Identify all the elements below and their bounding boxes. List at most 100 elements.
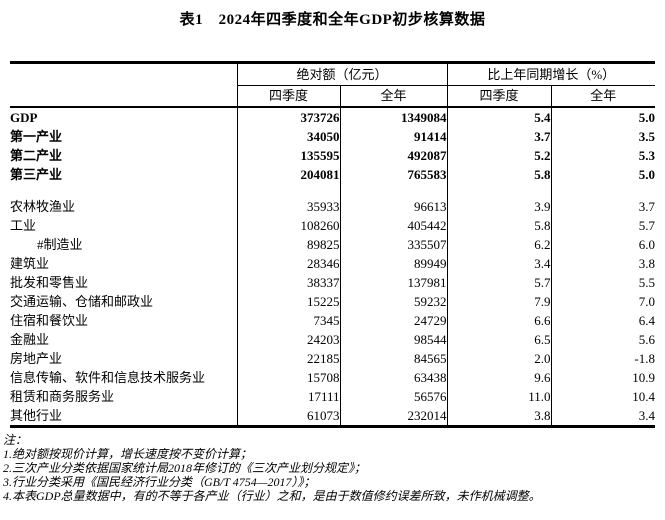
subheader-growth-year: 全年 [551, 85, 656, 108]
abs-q4-value: 35933 [237, 197, 341, 216]
row-label: 第二产业 [10, 146, 238, 165]
abs-q4-value: 108260 [237, 216, 341, 235]
col-group-absolute: 绝对额（亿元） [237, 62, 448, 86]
note-line-2: 2.三次产业分类依据国家统计局2018年修订的《三次产业划分规定》； [3, 461, 367, 475]
table-row: 租赁和商务服务业 17111 56576 11.0 10.4 [10, 387, 655, 406]
abs-year-value: 1349084 [340, 107, 448, 127]
abs-year-value: 137981 [340, 273, 448, 292]
table-row: 工业 108260 405442 5.8 5.7 [10, 216, 655, 235]
growth-year-value: 5.5 [638, 275, 656, 290]
subheader-abs-year: 全年 [340, 85, 448, 108]
abs-year-value: 765583 [340, 165, 448, 184]
table-row: GDP 373726 1349084 5.4 5.0 [10, 107, 655, 127]
growth-q4-value: 5.8 [447, 165, 552, 184]
row-label: 农林牧渔业 [10, 197, 238, 216]
growth-q4-value: 2.0 [447, 349, 552, 368]
growth-q4-value: 3.9 [447, 197, 552, 216]
row-label: 其他行业 [10, 406, 238, 427]
abs-year-value: 91414 [340, 127, 448, 146]
abs-year-value: 84565 [340, 349, 448, 368]
growth-year-value: 5.7 [638, 218, 656, 233]
abs-q4-value: 17111 [237, 387, 341, 406]
abs-q4-value: 22185 [237, 349, 341, 368]
subheader-growth-q4: 四季度 [447, 85, 552, 108]
growth-year-value: -1.8 [634, 351, 656, 366]
growth-year-value: 6.0 [638, 237, 656, 252]
header-sub-row: 四季度 全年 四季度 全年 [10, 85, 656, 108]
row-label: 批发和零售业 [10, 273, 238, 292]
table-row: 批发和零售业 38337 137981 5.7 5.5 [10, 273, 655, 292]
row-label: 第三产业 [10, 165, 238, 184]
abs-year-value: 63438 [340, 368, 448, 387]
row-label: 房地产业 [10, 349, 238, 368]
note-line-3: 3.行业分类采用《国民经济行业分类（GB/T 4754—2017）》； [3, 475, 316, 489]
page: { "title": "表1 2024年四季度和全年GDP初步核算数据", "t… [0, 8, 665, 520]
table-title: 表1 2024年四季度和全年GDP初步核算数据 [179, 12, 486, 28]
growth-year-value: 3.8 [638, 256, 656, 271]
abs-q4-value: 135595 [237, 146, 341, 165]
growth-year-value: 5.0 [638, 167, 656, 182]
row-label: 第一产业 [10, 127, 238, 146]
header-empty-cell [10, 62, 238, 108]
abs-year-value: 335507 [340, 235, 448, 254]
spacer-row [10, 184, 655, 197]
table-row: 交通运输、仓储和邮政业 15225 59232 7.9 7.0 [10, 292, 655, 311]
growth-q4-value: 6.6 [447, 311, 552, 330]
subheader-abs-q4: 四季度 [237, 85, 341, 108]
row-label: 住宿和餐饮业 [10, 311, 238, 330]
growth-q4-value: 5.7 [447, 273, 552, 292]
row-label: 建筑业 [10, 254, 238, 273]
abs-year-value: 96613 [340, 197, 448, 216]
row-label: 信息传输、软件和信息技术服务业 [10, 368, 238, 387]
abs-q4-value: 34050 [237, 127, 341, 146]
abs-year-value: 98544 [340, 330, 448, 349]
growth-q4-value: 3.8 [447, 406, 552, 427]
abs-q4-value: 61073 [237, 406, 341, 427]
abs-q4-value: 28346 [237, 254, 341, 273]
growth-year-value: 3.4 [638, 408, 656, 423]
growth-q4-value: 6.2 [447, 235, 552, 254]
table-row: 第一产业 34050 91414 3.7 3.5 [10, 127, 655, 146]
growth-year-value: 7.0 [638, 294, 656, 309]
abs-q4-value: 204081 [237, 165, 341, 184]
growth-q4-value: 3.4 [447, 254, 552, 273]
abs-q4-value: 373726 [237, 107, 341, 127]
abs-q4-value: 89825 [237, 235, 341, 254]
abs-q4-value: 15225 [237, 292, 341, 311]
growth-q4-value: 9.6 [447, 368, 552, 387]
growth-year-value: 3.5 [638, 129, 656, 144]
row-label: 金融业 [10, 330, 238, 349]
growth-q4-value: 7.9 [447, 292, 552, 311]
row-label: 工业 [10, 216, 238, 235]
growth-year-value: 5.3 [638, 148, 656, 163]
row-label: #制造业 [10, 235, 238, 254]
growth-year-value: 3.7 [638, 199, 656, 214]
growth-year-value: 10.4 [632, 389, 656, 404]
growth-q4-value: 11.0 [447, 387, 552, 406]
table-row: #制造业 89825 335507 6.2 6.0 [10, 235, 655, 254]
note-line-4: 4.本表GDP总量数据中，有的不等于各产业（行业）之和，是由于数值修约误差所致，… [3, 489, 541, 503]
growth-year-value: 5.6 [638, 332, 656, 347]
growth-year-value: 5.0 [638, 110, 656, 125]
row-label: 租赁和商务服务业 [10, 387, 238, 406]
abs-year-value: 56576 [340, 387, 448, 406]
notes: 注： 1.绝对额按现价计算，增长速度按不变价计算； 2.三次产业分类依据国家统计… [3, 433, 665, 503]
row-label: 交通运输、仓储和邮政业 [10, 292, 238, 311]
growth-year-value: 10.9 [632, 370, 656, 385]
abs-year-value: 405442 [340, 216, 448, 235]
col-group-growth: 比上年同期增长（%） [447, 62, 656, 86]
abs-year-value: 24729 [340, 311, 448, 330]
table-row: 建筑业 28346 89949 3.4 3.8 [10, 254, 655, 273]
abs-year-value: 89949 [340, 254, 448, 273]
header-group-row: 绝对额（亿元） 比上年同期增长（%） [10, 62, 656, 108]
table-row: 住宿和餐饮业 7345 24729 6.6 6.4 [10, 311, 655, 330]
table-row: 第三产业 204081 765583 5.8 5.0 [10, 165, 655, 184]
abs-q4-value: 7345 [237, 311, 341, 330]
gdp-table: 绝对额（亿元） 比上年同期增长（%） 四季度 全年 四季度 全年 GDP 373… [10, 61, 656, 428]
abs-q4-value: 15708 [237, 368, 341, 387]
growth-q4-value: 5.2 [447, 146, 552, 165]
table-row: 房地产业 22185 84565 2.0 -1.8 [10, 349, 655, 368]
table-row: 农林牧渔业 35933 96613 3.9 3.7 [10, 197, 655, 216]
abs-year-value: 59232 [340, 292, 448, 311]
growth-q4-value: 5.8 [447, 216, 552, 235]
